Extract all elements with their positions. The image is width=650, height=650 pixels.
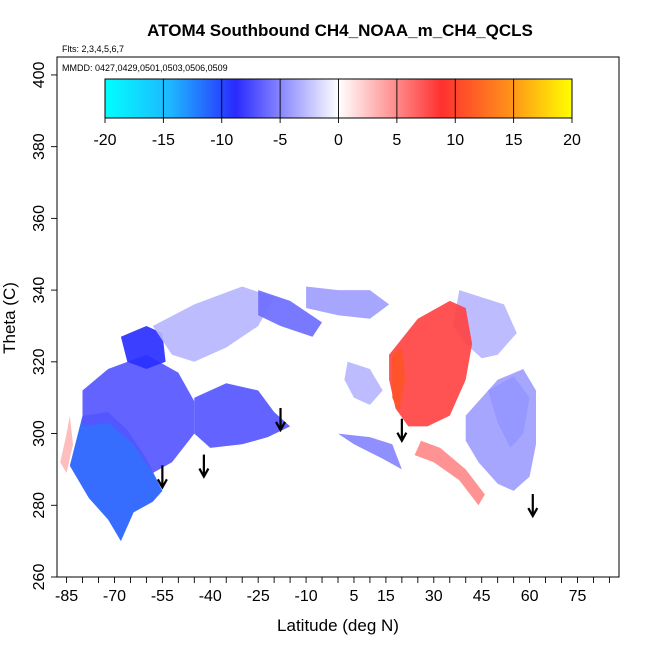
- x-tick-label: 15: [377, 588, 395, 605]
- data-region-6: [258, 290, 322, 337]
- flight-marker-arrow: [198, 454, 210, 479]
- y-tick-label: 320: [31, 348, 48, 375]
- data-region-15: [414, 440, 485, 506]
- y-axis: 260 280 300 320 340 360 380 400: [31, 61, 57, 590]
- data-region-16: [60, 415, 73, 473]
- flight-marker-arrow: [396, 418, 408, 443]
- x-tick-label: -25: [247, 588, 270, 605]
- dates-note: MMDD: 0427,0429,0501,0503,0506,0509: [62, 63, 228, 73]
- data-region-1: [69, 412, 163, 542]
- y-tick-label: 400: [31, 61, 48, 88]
- x-tick-label: 5: [350, 588, 359, 605]
- data-region-3: [120, 326, 166, 369]
- data-region-4: [194, 383, 291, 448]
- x-tick-label: 45: [473, 588, 491, 605]
- colorbar-tick-label: -20: [93, 132, 116, 149]
- x-tick-label: 60: [521, 588, 539, 605]
- data-region-7: [306, 286, 390, 319]
- x-tick-label: 30: [425, 588, 443, 605]
- colorbar-tick-label: 20: [563, 132, 581, 149]
- flight-marker-arrow: [275, 407, 286, 433]
- flights-note: Flts: 2,3,4,5,6,7: [62, 44, 124, 54]
- flight-marker-arrow: [156, 465, 168, 490]
- data-region-13: [389, 300, 473, 427]
- x-axis-label: Latitude (deg N): [277, 616, 399, 635]
- colorbar-ticks: -20 -15 -10 -5 0 5 10 15 20: [93, 79, 581, 149]
- flight-marker-arrow: [527, 494, 539, 519]
- y-tick-label: 280: [31, 492, 48, 519]
- y-tick-label: 260: [31, 564, 48, 591]
- data-region-5: [152, 286, 275, 362]
- x-tick-label: -10: [295, 588, 318, 605]
- x-tick-label: -85: [55, 588, 78, 605]
- colorbar-tick-label: 0: [334, 132, 343, 149]
- y-tick-label: 340: [31, 277, 48, 304]
- data-region-12: [465, 369, 536, 491]
- x-tick-label: -70: [103, 588, 126, 605]
- colorbar-tick-label: 15: [505, 132, 523, 149]
- x-tick-label: 75: [569, 588, 587, 605]
- colorbar-tick-label: 5: [392, 132, 401, 149]
- x-tick-label: -40: [199, 588, 222, 605]
- data-region-9: [344, 361, 383, 405]
- colorbar-tick-label: 10: [446, 132, 464, 149]
- y-tick-label: 360: [31, 205, 48, 232]
- y-axis-label: Theta (C): [0, 282, 19, 354]
- data-region-14: [392, 347, 406, 412]
- x-axis: -85 -70 -55 -40 -25 -10 5 15 30 45 60 75: [55, 577, 610, 605]
- colorbar-tick-label: -10: [210, 132, 233, 149]
- colorbar-tick-label: -5: [273, 132, 287, 149]
- data-region-8: [338, 433, 402, 470]
- y-tick-label: 300: [31, 420, 48, 447]
- x-tick-label: -55: [151, 588, 174, 605]
- chart-title: ATOM4 Southbound CH4_NOAA_m_CH4_QCLS: [147, 21, 533, 40]
- plot-area: [60, 286, 539, 542]
- data-region-2: [82, 354, 195, 473]
- colorbar-tick-label: -15: [152, 132, 175, 149]
- y-tick-label: 380: [31, 133, 48, 160]
